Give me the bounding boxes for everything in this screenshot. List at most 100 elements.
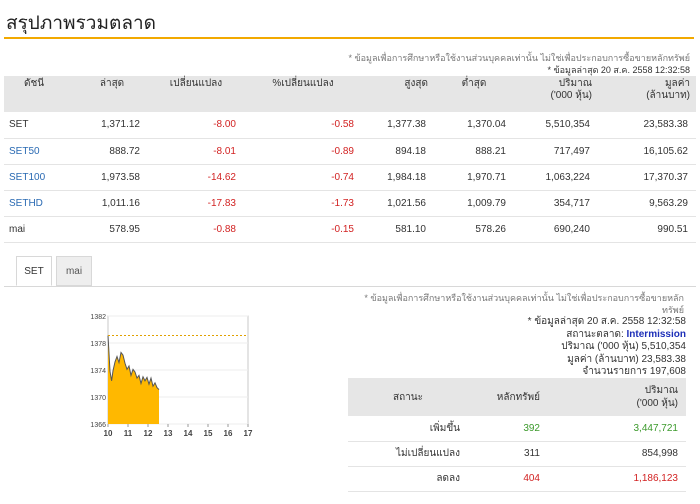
index-high: 581.10	[362, 216, 434, 243]
index-low: 888.21	[434, 138, 514, 165]
page-title: สรุปภาพรวมตลาด	[6, 13, 156, 34]
index-low: 1,370.04	[434, 112, 514, 139]
index-pct-change: -1.73	[244, 190, 362, 217]
index-change: -0.88	[148, 216, 244, 243]
disclaimer-text: * ข้อมูลเพื่อการศึกษาหรือใช้งานส่วนบุคคล…	[348, 53, 690, 63]
breadth-volume: 1,186,123	[548, 466, 686, 492]
breadth-count: 392	[468, 416, 548, 442]
col-value-l1: มูลค่า	[664, 78, 690, 89]
market-status-value: Intermission	[626, 328, 686, 340]
index-volume: 1,063,224	[514, 164, 598, 191]
title-divider	[4, 37, 694, 39]
breadth-volume: 3,447,721	[548, 416, 686, 442]
x-tick-label: 16	[224, 429, 233, 438]
breadth-volume: 854,998	[548, 441, 686, 467]
index-change: -8.00	[148, 112, 244, 139]
col-volume-l2: ('000 หุ้น)	[550, 90, 592, 101]
col-breadth-volume: ปริมาณ ('000 หุ้น)	[548, 378, 686, 416]
table-row: SETHD 1,011.16 -17.83 -1.73 1,021.56 1,0…	[4, 190, 696, 217]
index-high: 1,021.56	[362, 190, 434, 217]
index-low: 1,970.71	[434, 164, 514, 191]
table-row: mai 578.95 -0.88 -0.15 581.10 578.26 690…	[4, 216, 696, 243]
x-tick-label: 12	[144, 429, 153, 438]
index-pct-change: -0.58	[244, 112, 362, 139]
index-value: 16,105.62	[598, 138, 696, 165]
index-volume: 717,497	[514, 138, 598, 165]
index-high: 1,377.38	[362, 112, 434, 139]
index-high: 894.18	[362, 138, 434, 165]
index-change: -8.01	[148, 138, 244, 165]
tab-mai[interactable]: mai	[56, 256, 92, 286]
index-low: 578.26	[434, 216, 514, 243]
index-line	[107, 335, 160, 390]
index-volume: 690,240	[514, 216, 598, 243]
col-value: มูลค่า (ล้านบาท)	[598, 76, 696, 112]
col-breadth-volume-l1: ปริมาณ	[644, 385, 678, 396]
index-name-link[interactable]: SET100	[4, 164, 76, 191]
col-volume-l1: ปริมาณ	[558, 78, 592, 89]
index-name: mai	[4, 216, 76, 243]
side-disclaimer: * ข้อมูลเพื่อการศึกษาหรือใช้งานส่วนบุคคล…	[364, 293, 684, 315]
table-row: SET 1,371.12 -8.00 -0.58 1,377.38 1,370.…	[4, 112, 696, 139]
index-volume: 5,510,354	[514, 112, 598, 139]
index-last: 888.72	[76, 138, 148, 165]
index-value: 9,563.29	[598, 190, 696, 217]
index-low: 1,009.79	[434, 190, 514, 217]
col-index: ดัชนี	[4, 76, 76, 112]
col-high: สูงสุด	[362, 76, 434, 112]
col-securities: หลักทรัพย์	[468, 378, 548, 416]
col-breadth-volume-l2: ('000 หุ้น)	[636, 398, 678, 409]
index-last: 1,973.58	[76, 164, 148, 191]
index-pct-change: -0.89	[244, 138, 362, 165]
table-row: เพิ่มขึ้น 392 3,447,721	[348, 416, 686, 442]
market-status-label: สถานะตลาด:	[566, 328, 624, 340]
breadth-table: สถานะ หลักทรัพย์ ปริมาณ ('000 หุ้น) เพิ่ม…	[348, 378, 686, 492]
x-tick-label: 11	[124, 429, 133, 438]
index-pct-change: -0.15	[244, 216, 362, 243]
col-volume: ปริมาณ ('000 หุ้น)	[514, 76, 598, 112]
index-table: ดัชนี ล่าสุด เปลี่ยนแปลง %เปลี่ยนแปลง สู…	[4, 76, 696, 243]
index-name-link[interactable]: SET50	[4, 138, 76, 165]
x-tick-label: 17	[244, 429, 253, 438]
index-volume: 354,717	[514, 190, 598, 217]
index-change: -17.83	[148, 190, 244, 217]
breadth-status: ไม่เปลี่ยนแปลง	[348, 441, 468, 467]
index-pct-change: -0.74	[244, 164, 362, 191]
index-value: 990.51	[598, 216, 696, 243]
y-tick-label: 1366	[90, 422, 106, 429]
breadth-status: เพิ่มขึ้น	[348, 416, 468, 442]
table-row: SET100 1,973.58 -14.62 -0.74 1,984.18 1,…	[4, 164, 696, 191]
breadth-count: 404	[468, 466, 548, 492]
market-status: สถานะตลาด: Intermission	[528, 329, 686, 342]
index-change: -14.62	[148, 164, 244, 191]
x-tick-label: 15	[204, 429, 213, 438]
y-tick-label: 1374	[90, 368, 106, 375]
info-trades: จำนวนรายการ 197,608	[582, 366, 686, 377]
y-tick-label: 1382	[90, 314, 106, 321]
table-row: ไม่เปลี่ยนแปลง 311 854,998	[348, 441, 686, 467]
index-value: 17,370.37	[598, 164, 696, 191]
info-volume: ปริมาณ ('000 หุ้น) 5,510,354	[561, 341, 686, 352]
tab-set[interactable]: SET	[16, 256, 52, 286]
col-value-l2: (ล้านบาท)	[646, 90, 690, 101]
index-high: 1,984.18	[362, 164, 434, 191]
breadth-status: ลดลง	[348, 466, 468, 492]
table-row: ลดลง 404 1,186,123	[348, 466, 686, 492]
col-low: ต่ำสุด	[434, 76, 514, 112]
last-updated: * ข้อมูลล่าสุด 20 ส.ค. 2558 12:32:58	[547, 65, 691, 75]
col-change: เปลี่ยนแปลง	[148, 76, 244, 112]
breadth-count: 311	[468, 441, 548, 467]
col-pct-change: %เปลี่ยนแปลง	[244, 76, 362, 112]
market-info: * ข้อมูลล่าสุด 20 ส.ค. 2558 12:32:58 สถา…	[528, 316, 686, 379]
col-status: สถานะ	[348, 378, 468, 416]
info-updated: * ข้อมูลล่าสุด 20 ส.ค. 2558 12:32:58	[527, 316, 686, 327]
x-tick-label: 10	[104, 429, 113, 438]
index-table-header: ดัชนี ล่าสุด เปลี่ยนแปลง %เปลี่ยนแปลง สู…	[4, 76, 696, 112]
index-value: 23,583.38	[598, 112, 696, 139]
index-area	[108, 335, 159, 424]
table-row: SET50 888.72 -8.01 -0.89 894.18 888.21 7…	[4, 138, 696, 165]
index-name-link[interactable]: SETHD	[4, 190, 76, 217]
x-tick-label: 14	[184, 429, 193, 438]
x-tick-label: 13	[164, 429, 173, 438]
